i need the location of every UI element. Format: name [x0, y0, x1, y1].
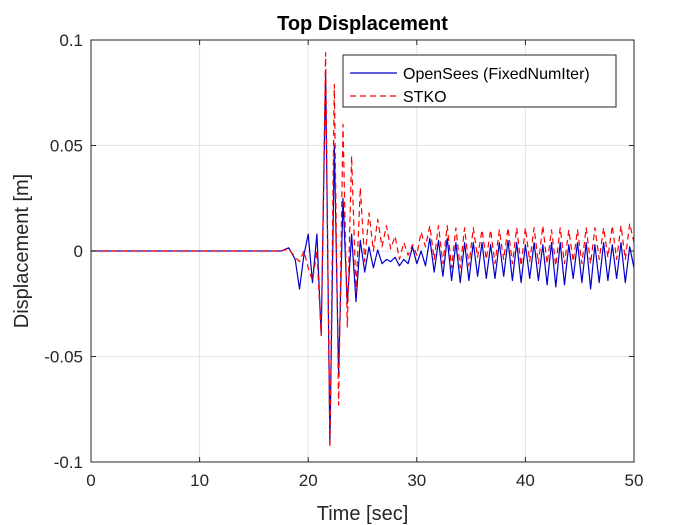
x-axis-label: Time [sec]: [317, 503, 409, 525]
x-tick-label: 30: [407, 471, 426, 490]
y-axis-label: Displacement [m]: [11, 174, 33, 329]
legend-box: [342, 54, 617, 108]
legend: OpenSees (FixedNumIter) STKO: [342, 54, 617, 108]
x-tick-label: 40: [516, 471, 535, 490]
chart-title: Top Displacement: [277, 13, 448, 35]
legend-label-opensees: OpenSees (FixedNumIter): [403, 66, 590, 83]
y-tick-label: 0.05: [50, 137, 83, 156]
y-tick-label: 0.1: [59, 31, 83, 50]
y-tick-label: 0: [74, 242, 83, 261]
x-tick-label: 20: [299, 471, 318, 490]
series-layer: [91, 52, 635, 448]
series-line-opensees: [91, 71, 635, 446]
x-tick-label: 0: [86, 471, 95, 490]
x-tick-label: 10: [190, 471, 209, 490]
legend-label-stko: STKO: [403, 89, 447, 106]
y-tick-label: -0.1: [54, 453, 83, 472]
series-line-stko: [91, 52, 635, 448]
ticks: 0 10 20 30 40 50 -0.1 -0.05 0 0.05 0.1: [44, 31, 643, 490]
x-tick-label: 50: [625, 471, 644, 490]
y-tick-label: -0.05: [44, 348, 83, 367]
